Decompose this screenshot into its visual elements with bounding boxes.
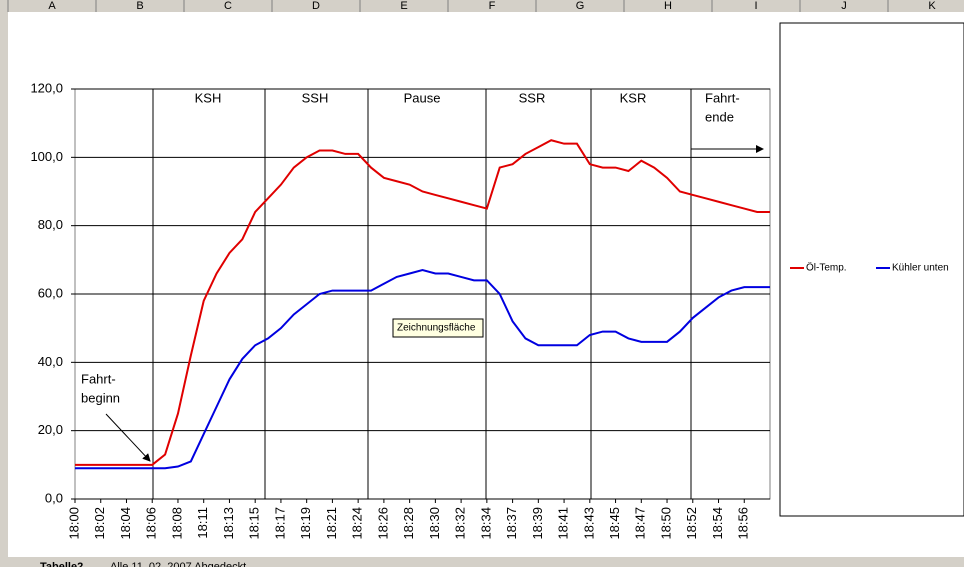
phase-label: KSR <box>620 90 647 105</box>
tooltip-box <box>392 318 484 338</box>
x-tick-label: 18:04 <box>118 507 133 540</box>
legend-label: Kühler unten <box>892 263 949 274</box>
column-header[interactable]: H <box>664 0 672 12</box>
x-tick-label: 18:28 <box>401 507 416 540</box>
y-tick-label: 120,0 <box>30 80 63 95</box>
x-tick-label: 18:47 <box>633 507 648 540</box>
phase-label: Pause <box>404 90 441 105</box>
x-tick-label: 18:43 <box>581 507 596 540</box>
annotation: Fahrt- <box>81 371 116 386</box>
y-tick-label: 80,0 <box>38 217 63 232</box>
y-tick-label: 0,0 <box>45 490 63 505</box>
column-header[interactable]: A <box>48 0 56 12</box>
x-tick-label: 18:56 <box>736 507 751 540</box>
x-tick-label: 18:17 <box>272 507 287 540</box>
x-tick-label: 18:02 <box>92 507 107 540</box>
x-tick-label: 18:52 <box>684 507 699 540</box>
x-tick-label: 18:45 <box>607 507 622 540</box>
phase-label: SSH <box>302 90 329 105</box>
x-tick-label: 18:15 <box>247 507 262 540</box>
y-tick-label: 40,0 <box>38 354 63 369</box>
sheet-tab[interactable]: Alle 11. 02. 2007 Abgedeckt <box>110 561 246 567</box>
x-tick-label: 18:37 <box>504 507 519 540</box>
legend-label: Öl-Temp. <box>806 262 847 274</box>
x-tick-label: 18:26 <box>375 507 390 540</box>
x-tick-label: 18:30 <box>427 507 442 540</box>
phase-label: KSH <box>195 90 222 105</box>
series-line <box>75 139 770 466</box>
phase-label: SSR <box>519 90 546 105</box>
x-tick-label: 18:08 <box>169 507 184 540</box>
x-tick-label: 18:50 <box>658 507 673 540</box>
tab-bar <box>0 557 964 567</box>
tooltip: Zeichnungsfläche <box>397 323 476 334</box>
x-tick-label: 18:13 <box>221 507 236 540</box>
x-tick-label: 18:32 <box>453 507 468 540</box>
x-tick-label: 18:34 <box>478 507 493 540</box>
column-header[interactable]: K <box>928 0 936 12</box>
column-header[interactable]: D <box>312 0 320 12</box>
arrow <box>105 413 151 462</box>
y-tick-label: 60,0 <box>38 285 63 300</box>
x-tick-label: 18:21 <box>324 507 339 540</box>
column-header[interactable]: C <box>224 0 232 12</box>
sheet-tab[interactable]: Tabelle2 <box>40 561 83 567</box>
y-tick-label: 100,0 <box>30 149 63 164</box>
y-tick-label: 20,0 <box>38 422 63 437</box>
column-header[interactable]: E <box>400 0 407 12</box>
annotation: beginn <box>81 390 120 405</box>
x-tick-label: 18:00 <box>66 507 81 540</box>
series-line <box>75 269 770 470</box>
x-tick-label: 18:19 <box>298 507 313 540</box>
column-header[interactable]: J <box>841 0 847 12</box>
column-header[interactable]: B <box>136 0 143 12</box>
column-header[interactable]: F <box>489 0 496 12</box>
x-tick-label: 18:39 <box>530 507 545 540</box>
column-header-bar <box>0 0 964 12</box>
column-header[interactable]: I <box>754 0 757 12</box>
annotation: ende <box>705 109 734 124</box>
legend-box <box>779 22 964 517</box>
x-tick-label: 18:24 <box>350 507 365 540</box>
x-tick-label: 18:11 <box>195 507 210 539</box>
annotation: Fahrt- <box>705 90 740 105</box>
column-header[interactable]: G <box>576 0 585 12</box>
x-tick-label: 18:06 <box>144 507 159 540</box>
row-header-bar <box>0 12 8 557</box>
x-tick-label: 18:41 <box>556 507 571 540</box>
x-tick-label: 18:54 <box>710 507 725 540</box>
